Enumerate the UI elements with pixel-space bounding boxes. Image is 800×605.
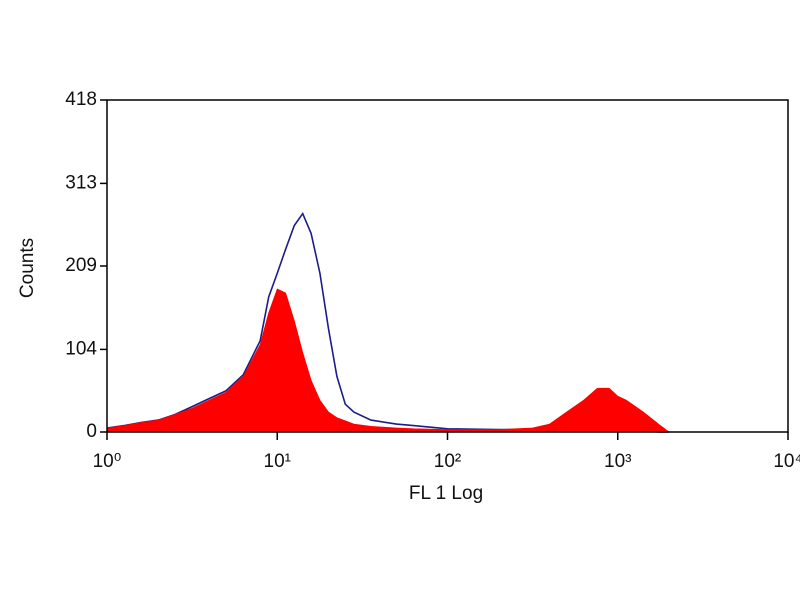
x-tick-label: 10¹: [264, 451, 291, 472]
x-tick-label: 10⁰: [93, 451, 122, 472]
y-tick-label: 313: [65, 172, 97, 193]
x-tick-label: 10²: [434, 451, 461, 472]
y-tick-label: 209: [65, 255, 97, 276]
y-axis-label: Counts: [17, 238, 38, 298]
x-tick-label: 10³: [604, 451, 631, 472]
x-tick-label: 10⁴: [773, 451, 800, 472]
plot-frame: [106, 99, 789, 433]
y-tick-label: 104: [65, 338, 97, 359]
area: [106, 288, 671, 433]
y-tick-label: 0: [86, 421, 97, 442]
x-axis-label: FL 1 Log: [409, 483, 483, 504]
y-tick-label: 418: [65, 89, 97, 110]
